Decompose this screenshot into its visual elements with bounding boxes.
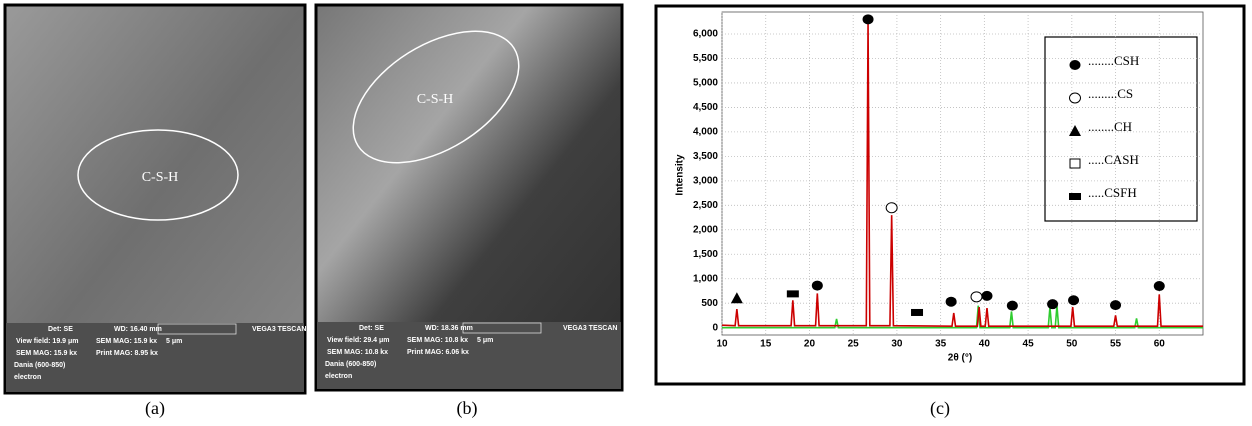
legend-symbol (1069, 193, 1081, 200)
caption: (a) (145, 398, 165, 419)
phase-marker (812, 281, 823, 291)
x-tick-label: 40 (979, 339, 991, 350)
sem-info: Det: SE (48, 326, 73, 333)
y-tick-label: 4,000 (693, 127, 718, 138)
phase-marker (886, 203, 897, 213)
sem-info: Det: SE (359, 325, 384, 332)
sem-info: VEGA3 TESCAN (563, 325, 617, 332)
legend-label: .....CSFH (1088, 185, 1137, 200)
phase-marker (863, 14, 874, 24)
sem-info: SEM MAG: 10.8 kx (327, 349, 388, 356)
y-tick-label: 0 (712, 322, 718, 333)
phase-marker (1110, 300, 1121, 310)
y-tick-label: 3,500 (693, 151, 718, 162)
sem-info: Dania (600-850) (325, 361, 376, 368)
y-tick-label: 5,000 (693, 78, 718, 89)
x-tick-label: 55 (1110, 339, 1122, 350)
phase-marker (1068, 295, 1079, 305)
x-tick-label: 15 (760, 339, 772, 350)
y-axis-label: Intensity (675, 154, 686, 196)
sem-info: electron (14, 374, 41, 381)
y-tick-label: 3,000 (693, 175, 718, 186)
phase-marker (1047, 299, 1058, 309)
sem-info: View field: 29.4 μm (327, 337, 390, 344)
y-tick-label: 4,500 (693, 102, 718, 113)
x-axis-label: 2θ (°) (948, 353, 972, 364)
region-label: C-S-H (142, 170, 179, 185)
legend-symbol (1070, 159, 1080, 168)
y-tick-label: 500 (701, 298, 718, 309)
x-tick-label: 45 (1023, 339, 1035, 350)
legend-symbol (1070, 93, 1081, 103)
x-tick-label: 20 (804, 339, 816, 350)
sem-info: SEM MAG: 15.9 kx (96, 338, 157, 345)
sem-info: Print MAG: 6.06 kx (407, 349, 469, 356)
sem-info: Dania (600-850) (14, 362, 65, 369)
sem-info: WD: 16.40 mm (114, 326, 162, 333)
y-tick-label: 5,500 (693, 53, 718, 64)
phase-marker (1007, 301, 1018, 311)
phase-marker (1154, 281, 1165, 291)
phase-marker (946, 297, 957, 307)
x-tick-label: 30 (891, 339, 903, 350)
x-tick-label: 10 (716, 339, 728, 350)
sem-info: Print MAG: 8.95 kx (96, 350, 158, 357)
sem-info: SEM MAG: 15.9 kx (16, 350, 77, 357)
sem-info: 5 μm (166, 338, 182, 345)
legend-label: ........CH (1088, 119, 1132, 134)
region-label: C-S-H (417, 92, 454, 107)
caption: (c) (930, 398, 950, 419)
y-tick-label: 1,000 (693, 273, 718, 284)
legend-symbol (1070, 60, 1081, 70)
x-tick-label: 60 (1154, 339, 1166, 350)
figure: C-S-H (a) C-S-H (b) 2θ (°) Intensity (c)… (0, 0, 1252, 426)
sem-info: VEGA3 TESCAN (252, 326, 306, 333)
y-tick-label: 2,500 (693, 200, 718, 211)
x-tick-label: 25 (848, 339, 860, 350)
sem-info: WD: 18.36 mm (425, 325, 473, 332)
y-tick-label: 1,500 (693, 249, 718, 260)
legend-label: .........CS (1088, 86, 1133, 101)
sem-info: SEM MAG: 10.8 kx (407, 337, 468, 344)
phase-marker (787, 290, 799, 297)
legend-label: ........CSH (1088, 53, 1139, 68)
legend-label: .....CASH (1088, 152, 1139, 167)
sem-info: 5 μm (477, 337, 493, 344)
x-tick-label: 50 (1066, 339, 1078, 350)
phase-marker (981, 291, 992, 301)
phase-marker (911, 309, 923, 316)
phase-marker (971, 292, 982, 302)
sem-info: View field: 19.9 μm (16, 338, 79, 345)
y-tick-label: 6,000 (693, 29, 718, 40)
caption: (b) (457, 398, 478, 419)
x-tick-label: 35 (935, 339, 947, 350)
sem-info: electron (325, 373, 352, 380)
info-bar-a (6, 323, 304, 392)
y-tick-label: 2,000 (693, 224, 718, 235)
